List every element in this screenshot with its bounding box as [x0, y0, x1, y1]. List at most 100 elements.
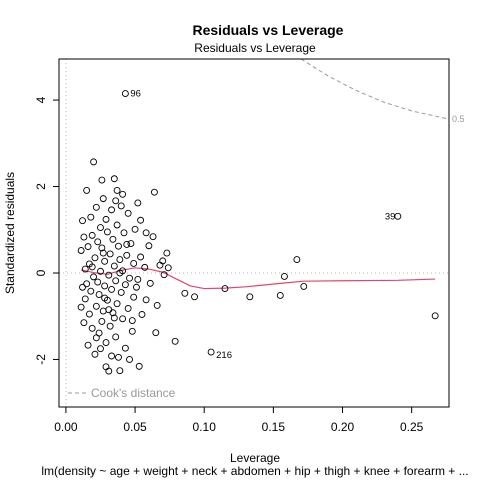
data-point	[97, 345, 104, 353]
data-point	[105, 306, 113, 314]
data-point	[98, 244, 106, 252]
data-point	[150, 188, 158, 196]
data-point	[87, 213, 95, 221]
data-point	[95, 291, 103, 299]
data-point	[119, 190, 127, 198]
data-point	[221, 285, 229, 293]
cooks-distance-contours: 0.5	[300, 58, 465, 124]
data-point	[163, 249, 171, 257]
x-tick-label: 0.15	[262, 420, 286, 434]
data-point	[110, 314, 118, 322]
data-point	[246, 293, 254, 301]
data-point	[109, 235, 117, 243]
y-tick-label: -2	[34, 354, 48, 365]
reference-lines	[59, 59, 449, 407]
data-point	[276, 292, 284, 299]
labeled-point	[121, 90, 129, 98]
x-tick-label: 0.05	[123, 420, 147, 434]
data-point	[83, 280, 91, 288]
data-point	[119, 315, 127, 323]
legend: Cook's distance	[68, 386, 176, 400]
data-point	[134, 276, 142, 283]
data-point	[124, 304, 132, 312]
data-point	[85, 310, 93, 318]
data-point	[90, 273, 98, 281]
data-point	[83, 186, 91, 194]
data-point	[88, 324, 96, 332]
data-point	[159, 257, 167, 265]
data-point	[117, 202, 125, 210]
data-point	[92, 334, 100, 342]
data-point	[116, 269, 124, 277]
data-point	[128, 327, 136, 335]
data-point	[106, 322, 114, 330]
labeled-point	[207, 348, 215, 356]
data-point	[110, 175, 118, 183]
axes-group: 0.00 0.05 0.10 0.15 0.20 0.25 -2 0 2 4	[34, 96, 424, 434]
data-point	[79, 217, 86, 225]
data-point	[149, 233, 157, 241]
data-point	[101, 282, 109, 290]
x-tick-label: 0.10	[193, 420, 217, 434]
data-point	[99, 249, 107, 257]
labeled-point	[394, 212, 402, 220]
data-point	[101, 257, 109, 265]
data-point	[142, 229, 150, 237]
data-point	[99, 195, 107, 203]
legend-cooks-distance: Cook's distance	[91, 386, 176, 400]
y-axis-label: Standardized residuals	[3, 172, 17, 294]
point-labels-group: 96 39 216	[121, 89, 402, 361]
point-label-39: 39	[385, 211, 396, 222]
data-point	[130, 293, 138, 301]
data-point	[164, 264, 172, 272]
point-label-216: 216	[216, 350, 232, 361]
x-tick-label: 0.00	[54, 420, 78, 434]
data-point	[152, 329, 160, 337]
data-point	[126, 355, 133, 363]
point-label-96: 96	[130, 89, 141, 100]
data-point	[121, 281, 129, 289]
data-point	[81, 295, 89, 303]
data-point	[300, 282, 308, 290]
data-point	[280, 272, 288, 280]
data-point	[87, 287, 95, 295]
model-caption: lm(density ~ age + weight + neck + abdom…	[41, 464, 468, 478]
data-point	[99, 307, 107, 315]
data-point	[98, 176, 106, 184]
y-tick-label: 0	[34, 269, 48, 276]
data-point	[91, 350, 99, 358]
data-point	[171, 337, 179, 345]
data-point	[108, 206, 116, 214]
data-point	[105, 367, 113, 375]
data-point	[181, 289, 189, 297]
data-point	[141, 263, 149, 271]
data-point	[137, 216, 145, 224]
data-point	[115, 242, 122, 250]
data-point	[138, 311, 146, 318]
smooth-line-group	[81, 267, 436, 290]
data-point	[97, 224, 104, 232]
data-point	[102, 339, 110, 347]
plot-frame	[58, 58, 450, 408]
data-point	[137, 253, 145, 261]
data-point	[81, 265, 89, 273]
data-point	[123, 241, 131, 248]
data-point	[431, 312, 439, 320]
x-tick-label: 0.25	[400, 420, 424, 434]
data-point	[121, 344, 129, 352]
data-point	[112, 277, 120, 285]
data-point	[103, 228, 111, 236]
data-point	[113, 186, 121, 194]
data-point	[108, 352, 116, 360]
data-point	[145, 242, 153, 250]
x-tick-label: 0.20	[331, 420, 355, 434]
data-point	[106, 250, 114, 258]
y-tick-label: 2	[34, 183, 48, 190]
data-point	[142, 296, 150, 304]
data-point	[191, 293, 198, 301]
x-axis-label: Leverage	[230, 451, 280, 465]
data-point	[80, 233, 88, 241]
data-point	[112, 197, 120, 205]
data-point	[80, 319, 88, 327]
data-point	[123, 251, 131, 259]
